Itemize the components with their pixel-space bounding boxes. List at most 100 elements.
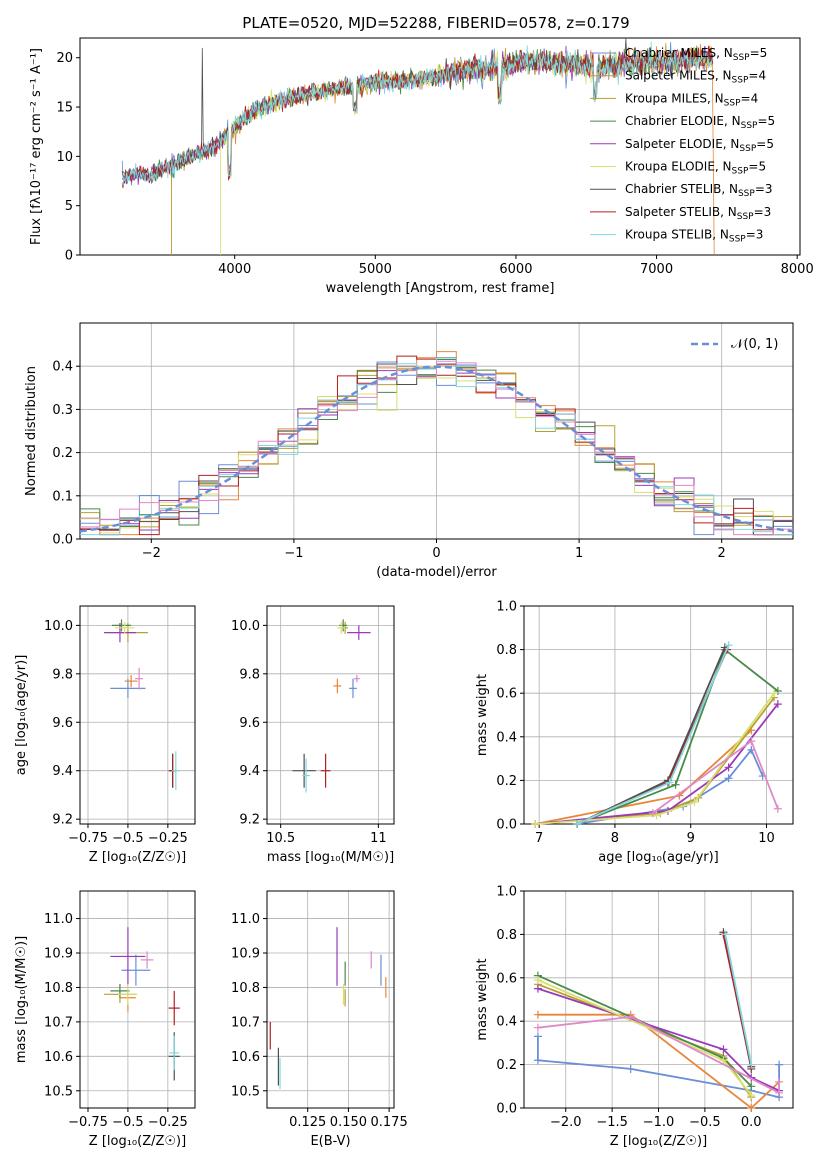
weight-point-marker bbox=[719, 1045, 728, 1054]
x-tick-label: 9 bbox=[687, 831, 695, 846]
x-tick-label: −0.5 bbox=[689, 1115, 721, 1130]
weight-series-line bbox=[535, 703, 779, 825]
weight-series-line bbox=[576, 647, 726, 825]
weight-series-line bbox=[537, 1013, 780, 1110]
weight-point-marker bbox=[775, 1077, 784, 1086]
y-tick-label: 9.8 bbox=[239, 667, 260, 682]
x-axis-label: Z [log₁₀(Z/Z☉)] bbox=[610, 1134, 707, 1149]
x-tick-label: 8000 bbox=[781, 262, 814, 277]
y-tick-label: 0.2 bbox=[52, 446, 73, 461]
y-tick-label: 5 bbox=[65, 199, 73, 214]
legend-label: Kroupa ELODIE, NSSP=5 bbox=[625, 160, 766, 177]
x-tick-label: −0.5 bbox=[112, 1115, 144, 1130]
weight-point-marker bbox=[721, 930, 730, 939]
histogram-series bbox=[80, 360, 793, 536]
y-tick-label: 10.9 bbox=[231, 947, 260, 962]
weight-series-line bbox=[576, 644, 730, 825]
x-tick-label: −0.75 bbox=[68, 1115, 108, 1130]
spectrum-line bbox=[121, 37, 714, 185]
weight-point-marker bbox=[747, 1104, 756, 1112]
y-tick-label: 0 bbox=[65, 249, 73, 264]
x-tick-label: 5000 bbox=[359, 262, 392, 277]
y-tick-label: 10.0 bbox=[231, 619, 260, 634]
weight-point-marker bbox=[747, 737, 756, 746]
axes-frame bbox=[523, 605, 794, 825]
weight-point-marker bbox=[573, 820, 582, 828]
x-axis-label: (data-model)/error bbox=[376, 565, 497, 580]
legend-label: 𝒩(0, 1) bbox=[731, 337, 778, 352]
y-tick-label: 20 bbox=[56, 51, 73, 66]
x-tick-label: 7000 bbox=[640, 262, 673, 277]
weight-point-marker bbox=[747, 1060, 756, 1069]
y-tick-label: 9.2 bbox=[239, 813, 260, 828]
y-tick-label: 10 bbox=[56, 150, 73, 165]
x-tick-label: 2 bbox=[718, 546, 726, 561]
weight-point-marker bbox=[533, 1023, 542, 1032]
x-tick-label: 0.125 bbox=[289, 1115, 326, 1130]
x-tick-label: 4000 bbox=[218, 262, 251, 277]
weight-point-marker bbox=[533, 975, 542, 984]
legend-label: Salpeter STELIB, NSSP=3 bbox=[625, 205, 771, 222]
age-vs-metallicity-panel: −0.75 −0.5 −0.25 9.2 9.4 9.6 9.8 10.0 Z [log₁₀(Z… bbox=[14, 605, 196, 865]
weight-series-line bbox=[535, 729, 752, 825]
y-tick-label: 0.3 bbox=[52, 403, 73, 418]
spectrum-panel: 4000 5000 6000 7000 8000 0 5 10 15 20 wavelength [… bbox=[29, 37, 814, 296]
weight-point-marker bbox=[648, 809, 657, 818]
weight-point-marker bbox=[533, 984, 542, 993]
residual-histogram-panel: −2 −1 0 1 2 0.0 0.1 0.2 0.3 0.4 (data-model)/error… bbox=[24, 322, 794, 580]
y-axis-label: Normed distribution bbox=[24, 366, 39, 496]
y-tick-label: 0.1 bbox=[52, 489, 73, 504]
x-tick-label: 8 bbox=[611, 831, 619, 846]
x-tick-label: −0.5 bbox=[112, 831, 144, 846]
legend-label: Chabrier MILES, NSSP=5 bbox=[625, 46, 767, 63]
weight-point-marker bbox=[719, 1056, 728, 1065]
y-tick-label: 10.6 bbox=[231, 1050, 260, 1065]
x-tick-label: −0.75 bbox=[68, 831, 108, 846]
y-axis-label: Flux [fλ10⁻¹⁷ erg cm⁻² s⁻¹ A⁻¹] bbox=[29, 48, 44, 245]
weight-point-marker bbox=[533, 1010, 542, 1019]
y-tick-label: 10.8 bbox=[44, 981, 73, 996]
legend-label: Kroupa STELIB, NSSP=3 bbox=[625, 228, 763, 245]
legend-label: Salpeter ELODIE, NSSP=5 bbox=[625, 137, 774, 154]
mass-weight-vs-metallicity-panel: −2.0 −1.5 −1.0 −0.5 0.0 0.0 0.2 0.4 0.6 0.8 1.0 Z [… bbox=[475, 885, 794, 1149]
axes-frame bbox=[266, 605, 395, 825]
y-tick-label: 1.0 bbox=[496, 885, 517, 900]
y-tick-label: 9.8 bbox=[52, 667, 73, 682]
y-tick-label: 10.9 bbox=[44, 947, 73, 962]
y-tick-label: 0.6 bbox=[496, 687, 517, 702]
weight-point-marker bbox=[770, 689, 779, 698]
weight-series-line bbox=[537, 974, 752, 1087]
y-tick-label: 1.0 bbox=[496, 600, 517, 615]
gaussian-curve bbox=[79, 365, 794, 533]
axes-frame bbox=[79, 890, 196, 1109]
weight-point-marker bbox=[747, 1082, 756, 1091]
x-tick-label: −0.25 bbox=[148, 1115, 188, 1130]
legend-label: Chabrier STELIB, NSSP=3 bbox=[625, 182, 773, 199]
y-tick-label: 0.0 bbox=[52, 533, 73, 548]
y-tick-label: 11.0 bbox=[231, 912, 260, 927]
weight-point-marker bbox=[531, 820, 540, 828]
x-tick-label: −2 bbox=[142, 546, 161, 561]
x-axis-label: Z [log₁₀(Z/Z☉)] bbox=[89, 850, 186, 865]
mass-weight-vs-age-panel: 7 8 9 10 0.0 0.2 0.4 0.6 0.8 1.0 age [log₁₀(age/yr… bbox=[475, 600, 794, 865]
weight-point-marker bbox=[690, 798, 699, 807]
weight-point-marker bbox=[747, 1090, 756, 1099]
legend-label: Kroupa MILES, NSSP=4 bbox=[625, 91, 758, 108]
weight-series-line bbox=[535, 692, 775, 825]
weight-series-line bbox=[535, 697, 775, 825]
y-axis-label: mass weight bbox=[475, 674, 490, 756]
axes-frame bbox=[266, 890, 395, 1109]
y-tick-label: 10.5 bbox=[44, 1084, 73, 1099]
x-axis-label: E(B-V) bbox=[310, 1134, 350, 1149]
y-tick-label: 9.6 bbox=[239, 716, 260, 731]
x-tick-label: 0.150 bbox=[330, 1115, 367, 1130]
axes-frame bbox=[79, 37, 801, 256]
weight-point-marker bbox=[533, 1032, 542, 1041]
y-tick-label: 10.7 bbox=[231, 1015, 260, 1030]
y-tick-label: 0.6 bbox=[496, 971, 517, 986]
y-tick-label: 0.4 bbox=[496, 730, 517, 745]
y-tick-label: 0.2 bbox=[496, 774, 517, 789]
x-tick-label: −1.0 bbox=[643, 1115, 675, 1130]
x-axis-label: age [log₁₀(age/yr)] bbox=[598, 850, 719, 865]
